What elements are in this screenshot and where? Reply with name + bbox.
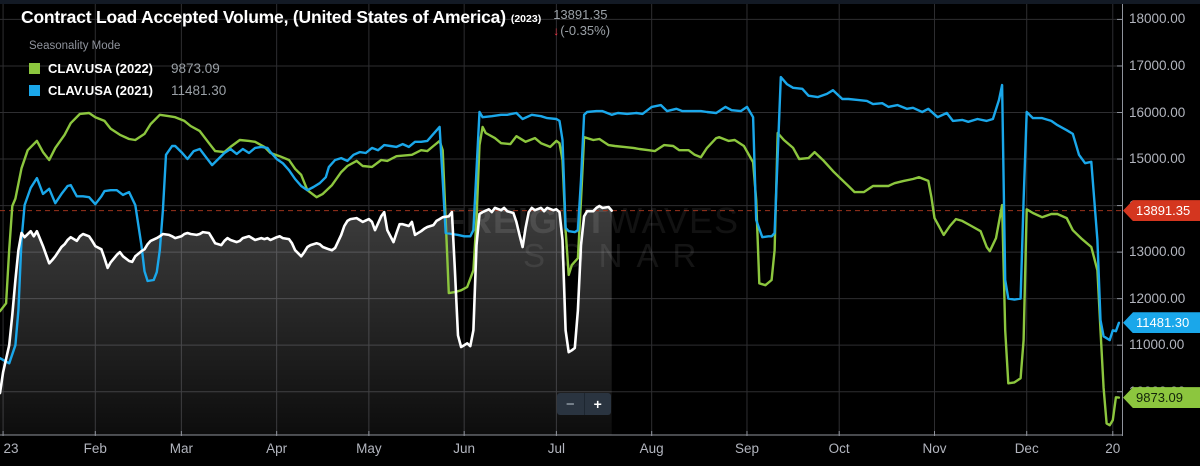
y-axis-label: 16000.00: [1129, 104, 1186, 120]
series-swatch-2022: [29, 62, 40, 74]
series-value-2022: 9873.09: [171, 60, 220, 76]
y-axis-label: 15000.00: [1129, 151, 1186, 167]
price-label-2021: 11481.30: [1123, 312, 1200, 334]
y-axis-label: 18000.00: [1129, 11, 1186, 27]
y-axis-label: 13000.00: [1129, 244, 1186, 260]
x-axis-label: 20: [1105, 441, 1121, 456]
x-axis-label: Dec: [1014, 441, 1039, 456]
x-axis-label: Jun: [453, 441, 476, 456]
price-scale[interactable]: 10000.0011000.0012000.0013000.0014000.00…: [1122, 0, 1200, 466]
series-name-2022: CLAV.USA (2022): [48, 60, 153, 76]
last-quote: 13891.35 ↓(-0.35%): [553, 7, 610, 39]
legend: Seasonality Mode CLAV.USA (2022) 9873.09…: [29, 40, 226, 101]
freightwaves-watermark: FREIGHTWAVES: [443, 200, 739, 241]
chart-title: Contract Load Accepted Volume, (United S…: [21, 7, 506, 27]
x-axis-label: May: [356, 441, 382, 456]
y-axis-label: 12000.00: [1129, 290, 1186, 306]
series-area-2023: [0, 206, 612, 435]
seasonality-mode-label: Seasonality Mode: [29, 40, 121, 52]
price-label-2022: 9873.09: [1123, 387, 1200, 409]
legend-item-2022[interactable]: CLAV.USA (2022) 9873.09: [29, 57, 226, 79]
x-axis-label: 23: [3, 441, 19, 456]
zoom-control: − +: [557, 393, 611, 415]
x-axis-label: Nov: [922, 441, 947, 456]
change-percent: (-0.35%): [560, 23, 611, 38]
x-axis-label: Mar: [169, 441, 193, 456]
time-scale[interactable]: 23 Feb Mar Apr May Jun Jul Aug Sep Oct Nov Dec 20: [0, 436, 1200, 466]
zoom-out-button[interactable]: −: [565, 395, 575, 413]
x-axis-label: Apr: [266, 441, 288, 456]
top-strip: [0, 0, 1200, 4]
x-axis-label: Jul: [547, 441, 565, 456]
series-line-2021: [0, 75, 1121, 365]
sonar-watermark: SONAR: [523, 237, 710, 274]
series-line-2022: [0, 111, 1121, 427]
series-line-2023: [0, 204, 614, 395]
x-axis-label: Sep: [734, 441, 759, 456]
price-label-2023: 13891.35: [1123, 200, 1200, 222]
series-value-2021: 11481.30: [171, 82, 227, 98]
series-name-2021: CLAV.USA (2021): [48, 82, 153, 98]
last-value: 13891.35: [553, 7, 608, 22]
x-axis-label: Feb: [83, 441, 107, 456]
y-axis-label: 11000.00: [1129, 337, 1185, 353]
x-axis-label: Aug: [639, 441, 664, 456]
series-swatch-2021: [29, 84, 40, 96]
y-axis-label: 17000.00: [1129, 57, 1186, 73]
zoom-in-button[interactable]: +: [593, 396, 602, 412]
legend-item-2021[interactable]: CLAV.USA (2021) 11481.30: [29, 79, 226, 101]
chart-header: Contract Load Accepted Volume, (United S…: [21, 7, 610, 39]
chart-title-year: (2023): [510, 13, 542, 25]
x-axis-label: Oct: [828, 441, 850, 456]
change-down-arrow-icon: ↓: [553, 24, 560, 38]
zoom-control-divider: [583, 393, 585, 415]
